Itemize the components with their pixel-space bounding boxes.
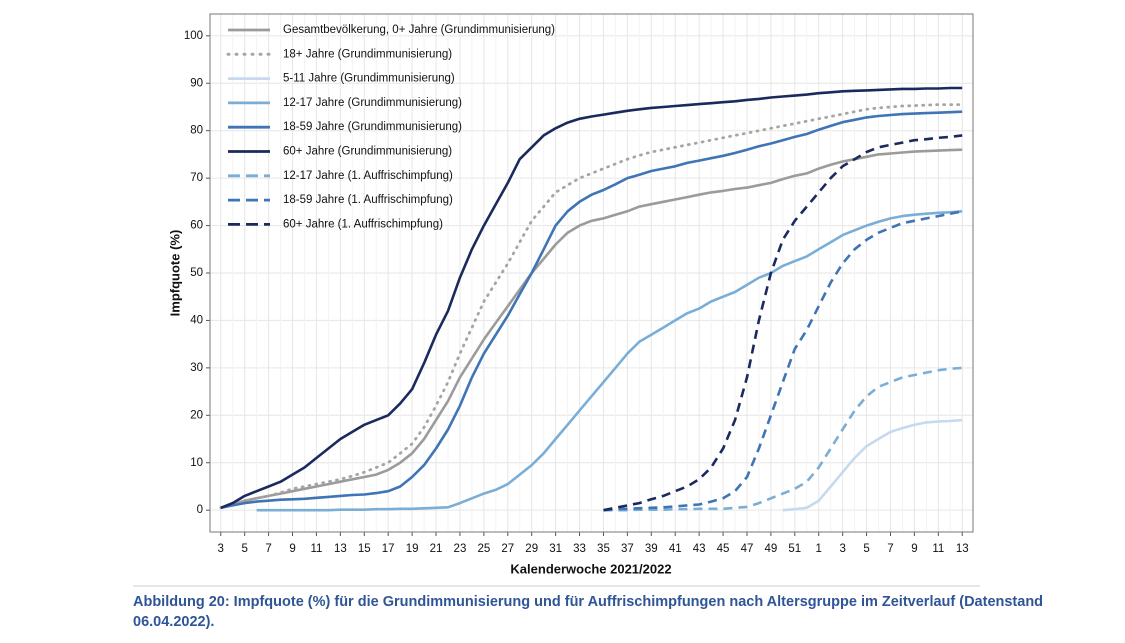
x-tick-label: 33 [573, 543, 586, 555]
x-tick-label: 7 [265, 543, 271, 555]
legend-label: 18+ Jahre (Grundimmunisierung) [283, 48, 452, 60]
y-tick-label: 100 [184, 30, 203, 42]
x-tick-label: 11 [932, 543, 944, 555]
legend-label: 12-17 Jahre (1. Auffrischimpfung) [283, 170, 453, 182]
series-line [220, 110, 963, 510]
x-tick-label: 15 [358, 543, 371, 555]
x-tick-label: 1 [816, 543, 822, 555]
y-tick-label: 10 [190, 457, 203, 469]
x-tick-label: 31 [549, 543, 562, 555]
x-tick-label: 21 [430, 543, 443, 555]
x-tick-label: 13 [956, 543, 969, 555]
x-tick-label: 9 [289, 543, 295, 555]
y-tick-label: 30 [190, 362, 203, 374]
y-tick-label: 0 [197, 504, 203, 516]
x-tick-label: 7 [887, 543, 893, 555]
y-tick-label: 20 [190, 409, 203, 421]
y-tick-label: 90 [190, 77, 203, 89]
legend-label: 60+ Jahre (Grundimmunisierung) [283, 146, 452, 158]
legend-label: 5-11 Jahre (Grundimmunisierung) [283, 73, 455, 85]
x-tick-label: 19 [406, 543, 419, 555]
x-tick-label: 3 [839, 543, 845, 555]
x-tick-label: 45 [717, 543, 730, 555]
series-line [220, 86, 963, 510]
series-line [603, 366, 963, 512]
x-axis-title: Kalenderwoche 2021/2022 [510, 561, 671, 576]
x-tick-label: 23 [454, 543, 467, 555]
y-tick-label: 50 [190, 267, 203, 279]
series-line [219, 103, 964, 510]
x-tick-label: 3 [218, 543, 224, 555]
y-tick-label: 60 [190, 220, 203, 232]
caption: Abbildung 20: Impfquote (%) für die Grun… [133, 594, 1044, 630]
x-tick-label: 29 [525, 543, 538, 555]
legend-label: 60+ Jahre (1. Auffrischimpfung) [283, 218, 443, 230]
series-line [220, 148, 963, 510]
x-tick-label: 39 [645, 543, 658, 555]
x-tick-label: 43 [693, 543, 706, 555]
plot-frame [209, 13, 974, 533]
x-tick-label: 17 [382, 543, 395, 555]
x-tick-label: 13 [334, 543, 347, 555]
x-tick-label: 51 [788, 543, 801, 555]
series-line [256, 210, 963, 512]
series-line [782, 418, 963, 512]
legend-label: 18-59 Jahre (1. Auffrischimpfung) [283, 194, 453, 206]
legend-label: 18-59 Jahre (Grundimmunisierung) [283, 121, 462, 133]
x-tick-label: 25 [477, 543, 490, 555]
x-tick-label: 5 [241, 543, 247, 555]
x-tick-label: 5 [863, 543, 869, 555]
x-tick-label: 35 [597, 543, 610, 555]
y-tick-label: 40 [190, 314, 203, 326]
legend-label: Gesamtbevölkerung, 0+ Jahre (Grundimmuni… [283, 24, 555, 36]
y-tick-label: 70 [190, 172, 203, 184]
x-tick-label: 9 [911, 543, 917, 555]
y-axis-title: Impfquote (%) [167, 230, 182, 317]
x-tick-label: 37 [621, 543, 634, 555]
x-tick-label: 49 [764, 543, 777, 555]
y-tick-label: 80 [190, 125, 203, 137]
series-line [603, 134, 963, 512]
chart: Kalenderwoche 2021/2022 Impfquote (%) 0 1… [133, 13, 980, 587]
legend-label: 12-17 Jahre (Grundimmunisierung) [283, 97, 462, 109]
x-tick-label: 11 [310, 543, 322, 555]
x-tick-label: 47 [741, 543, 754, 555]
x-tick-label: 41 [669, 543, 682, 555]
x-tick-label: 27 [501, 543, 514, 555]
